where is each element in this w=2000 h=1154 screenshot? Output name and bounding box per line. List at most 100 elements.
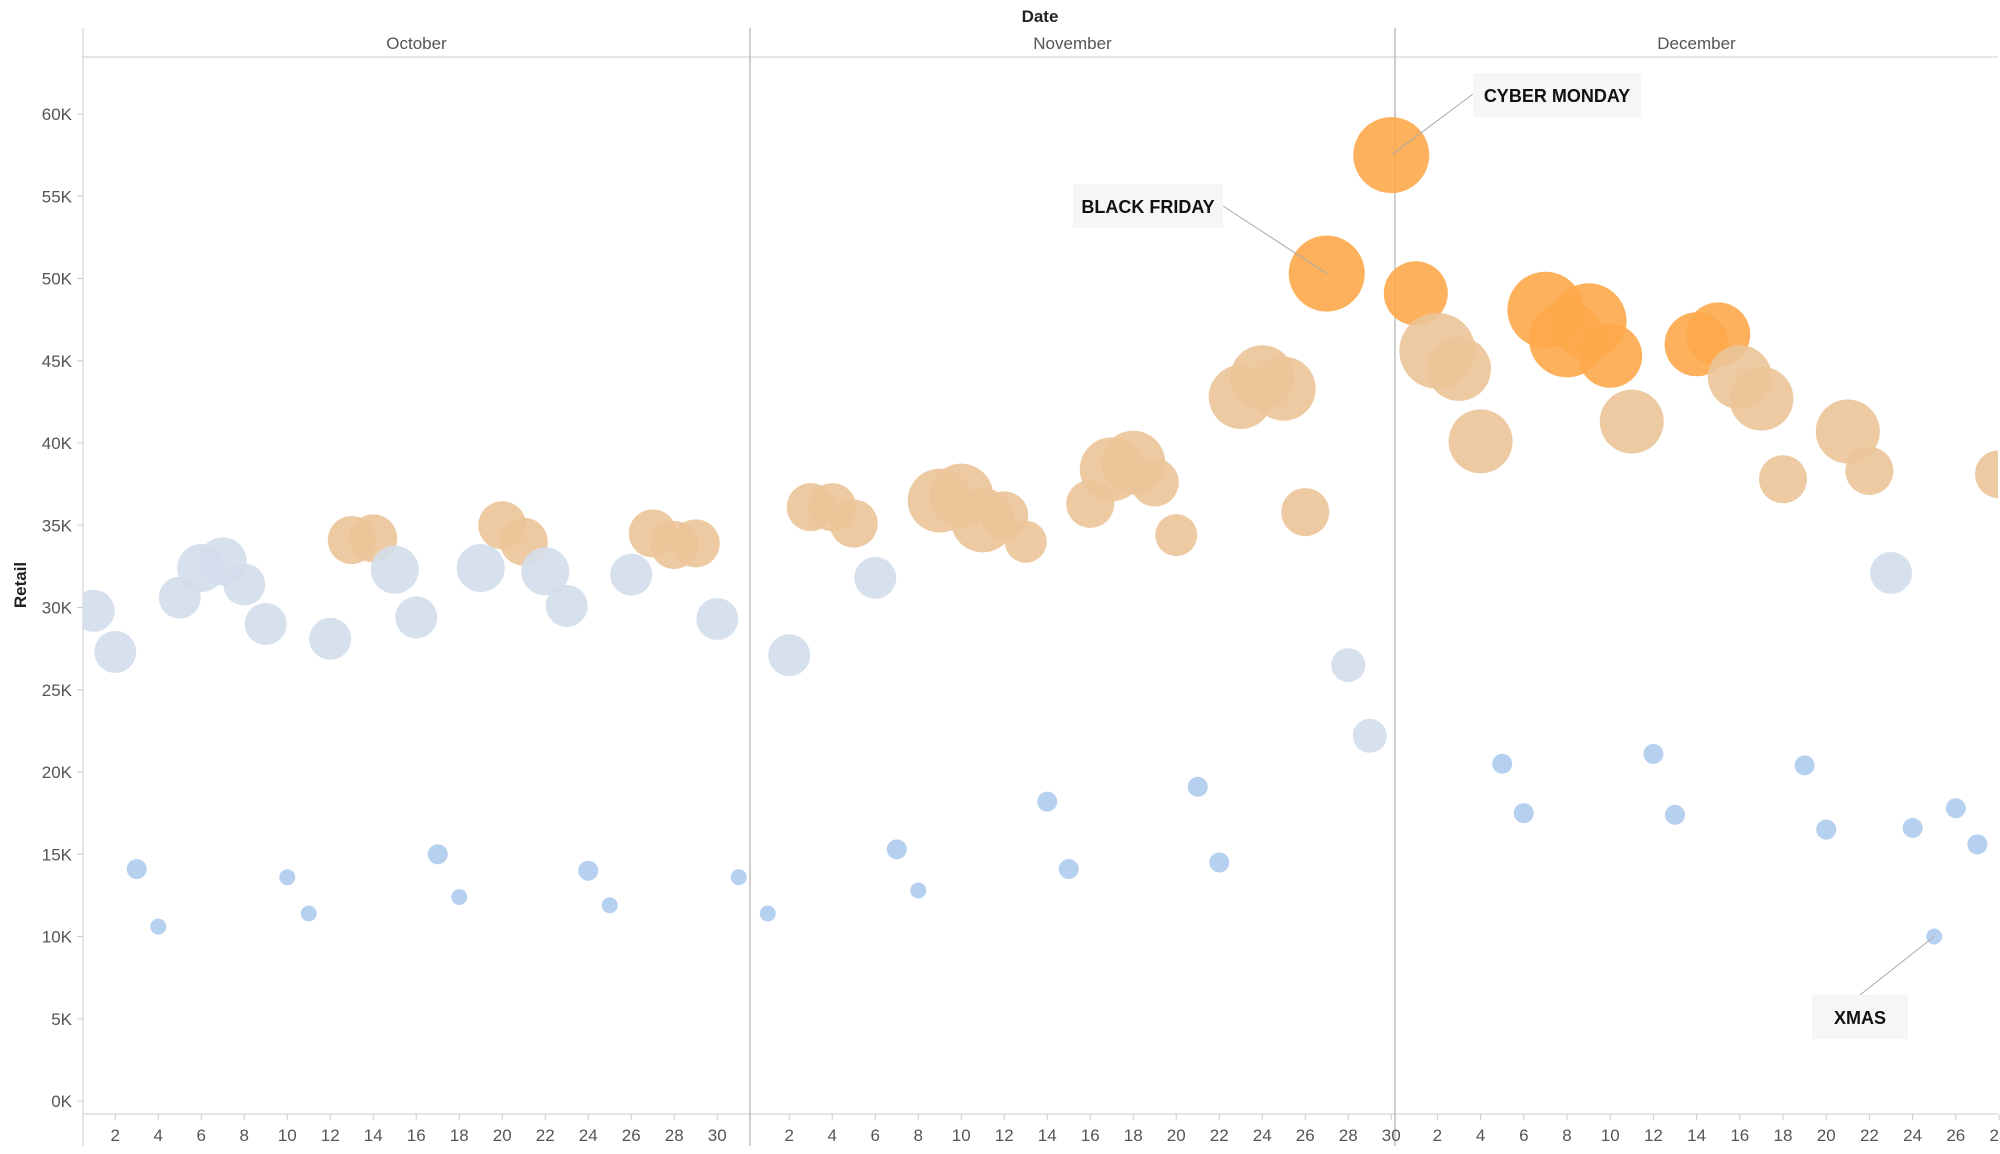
y-tick-label: 40K: [42, 434, 73, 453]
x-tick-label: 4: [154, 1126, 163, 1145]
y-tick-label: 30K: [42, 599, 73, 618]
data-point: [1155, 514, 1198, 557]
x-tick-label: 16: [407, 1126, 426, 1145]
data-point: [1281, 488, 1330, 537]
x-tick-label: 14: [1687, 1126, 1706, 1145]
y-tick-label: 15K: [42, 845, 73, 864]
x-tick-label: 12: [995, 1126, 1014, 1145]
data-point: [829, 499, 878, 548]
x-tick-label: 14: [1038, 1126, 1057, 1145]
data-point: [696, 598, 739, 641]
x-tick-label: 28: [1339, 1126, 1358, 1145]
data-point: [1759, 455, 1807, 504]
x-tick-label: 4: [1476, 1126, 1485, 1145]
data-point: [451, 889, 468, 906]
data-point: [1448, 409, 1513, 474]
x-tick-label: 10: [278, 1126, 297, 1145]
y-tick-label: 35K: [42, 516, 73, 535]
data-point: [1004, 520, 1047, 563]
data-point: [1209, 852, 1230, 873]
data-point: [370, 545, 419, 594]
month-header-label: October: [386, 34, 447, 53]
x-tick-label: 22: [536, 1126, 555, 1145]
data-point: [886, 839, 907, 860]
data-point: [83, 589, 115, 632]
annotation-leader-line: [1222, 205, 1328, 274]
y-tick-label: 5K: [51, 1010, 72, 1029]
x-tick-label: 8: [914, 1126, 923, 1145]
x-tick-label: 20: [1167, 1126, 1186, 1145]
x-tick-label: 6: [1519, 1126, 1528, 1145]
y-tick-label: 25K: [42, 681, 73, 700]
data-point: [1331, 648, 1366, 683]
x-tick-label: 2: [111, 1126, 120, 1145]
month-header-label: December: [1657, 34, 1736, 53]
x-tick-label: 8: [1562, 1126, 1571, 1145]
data-point: [1251, 356, 1316, 421]
y-axis-title: Retail: [11, 562, 30, 608]
x-tick-label: 26: [1296, 1126, 1315, 1145]
y-tick-label: 0K: [51, 1092, 72, 1111]
data-point: [1427, 336, 1491, 401]
annotation-box: [1812, 995, 1908, 1039]
data-point: [1130, 458, 1179, 507]
data-point: [521, 547, 570, 596]
x-tick-label: 18: [1124, 1126, 1143, 1145]
annotation-label: XMAS: [1834, 1008, 1886, 1028]
data-point: [1058, 859, 1079, 880]
x-tick-label: 12: [1644, 1126, 1663, 1145]
data-point: [300, 905, 317, 922]
data-point: [1492, 753, 1513, 774]
data-point: [1975, 450, 1998, 499]
x-tick-label: 24: [1253, 1126, 1272, 1145]
data-point: [1794, 755, 1815, 776]
x-tick-label: 24: [579, 1126, 598, 1145]
x-tick-label: 22: [1210, 1126, 1229, 1145]
x-axis-title: Date: [1022, 7, 1059, 26]
data-point: [671, 519, 720, 568]
month-header-label: November: [1033, 34, 1112, 53]
data-point: [223, 563, 266, 606]
data-point: [1870, 551, 1912, 594]
x-tick-label: 4: [828, 1126, 837, 1145]
data-point: [1816, 819, 1837, 840]
data-point: [910, 882, 927, 899]
data-point: [1599, 389, 1664, 454]
x-tick-label: 12: [321, 1126, 340, 1145]
data-point: [1352, 718, 1387, 753]
data-point: [395, 596, 438, 639]
annotation-box: [1473, 73, 1641, 117]
y-tick-label: 10K: [42, 928, 73, 947]
chart-points: [83, 117, 1998, 945]
x-tick-label: 10: [1601, 1126, 1620, 1145]
data-point: [309, 617, 352, 660]
x-tick-label: 18: [450, 1126, 469, 1145]
x-tick-label: 28: [665, 1126, 684, 1145]
data-point: [94, 630, 137, 673]
x-tick-label: 18: [1774, 1126, 1793, 1145]
data-point: [1383, 261, 1448, 326]
data-point: [545, 584, 588, 627]
chart-annotations: CYBER MONDAY BLACK FRIDAY XMAS: [1073, 73, 1935, 1039]
data-point: [1187, 776, 1208, 797]
x-tick-label: 26: [622, 1126, 641, 1145]
x-tick-label: 24: [1903, 1126, 1922, 1145]
annotation-leader-line: [1859, 936, 1935, 996]
x-tick-label: 28: [1990, 1126, 2000, 1145]
data-point: [1513, 803, 1534, 824]
x-tick-label: 22: [1860, 1126, 1879, 1145]
annotation-label: BLACK FRIDAY: [1081, 197, 1214, 217]
data-point: [427, 844, 448, 865]
x-tick-label: 14: [364, 1126, 383, 1145]
data-point: [1729, 366, 1794, 431]
data-point: [1643, 743, 1664, 764]
data-point: [610, 553, 653, 596]
data-point: [854, 556, 897, 599]
annotation-box: [1073, 184, 1223, 228]
x-tick-label: 20: [1817, 1126, 1836, 1145]
y-tick-label: 55K: [42, 187, 73, 206]
x-tick-label: 26: [1946, 1126, 1965, 1145]
data-point: [1845, 446, 1894, 495]
